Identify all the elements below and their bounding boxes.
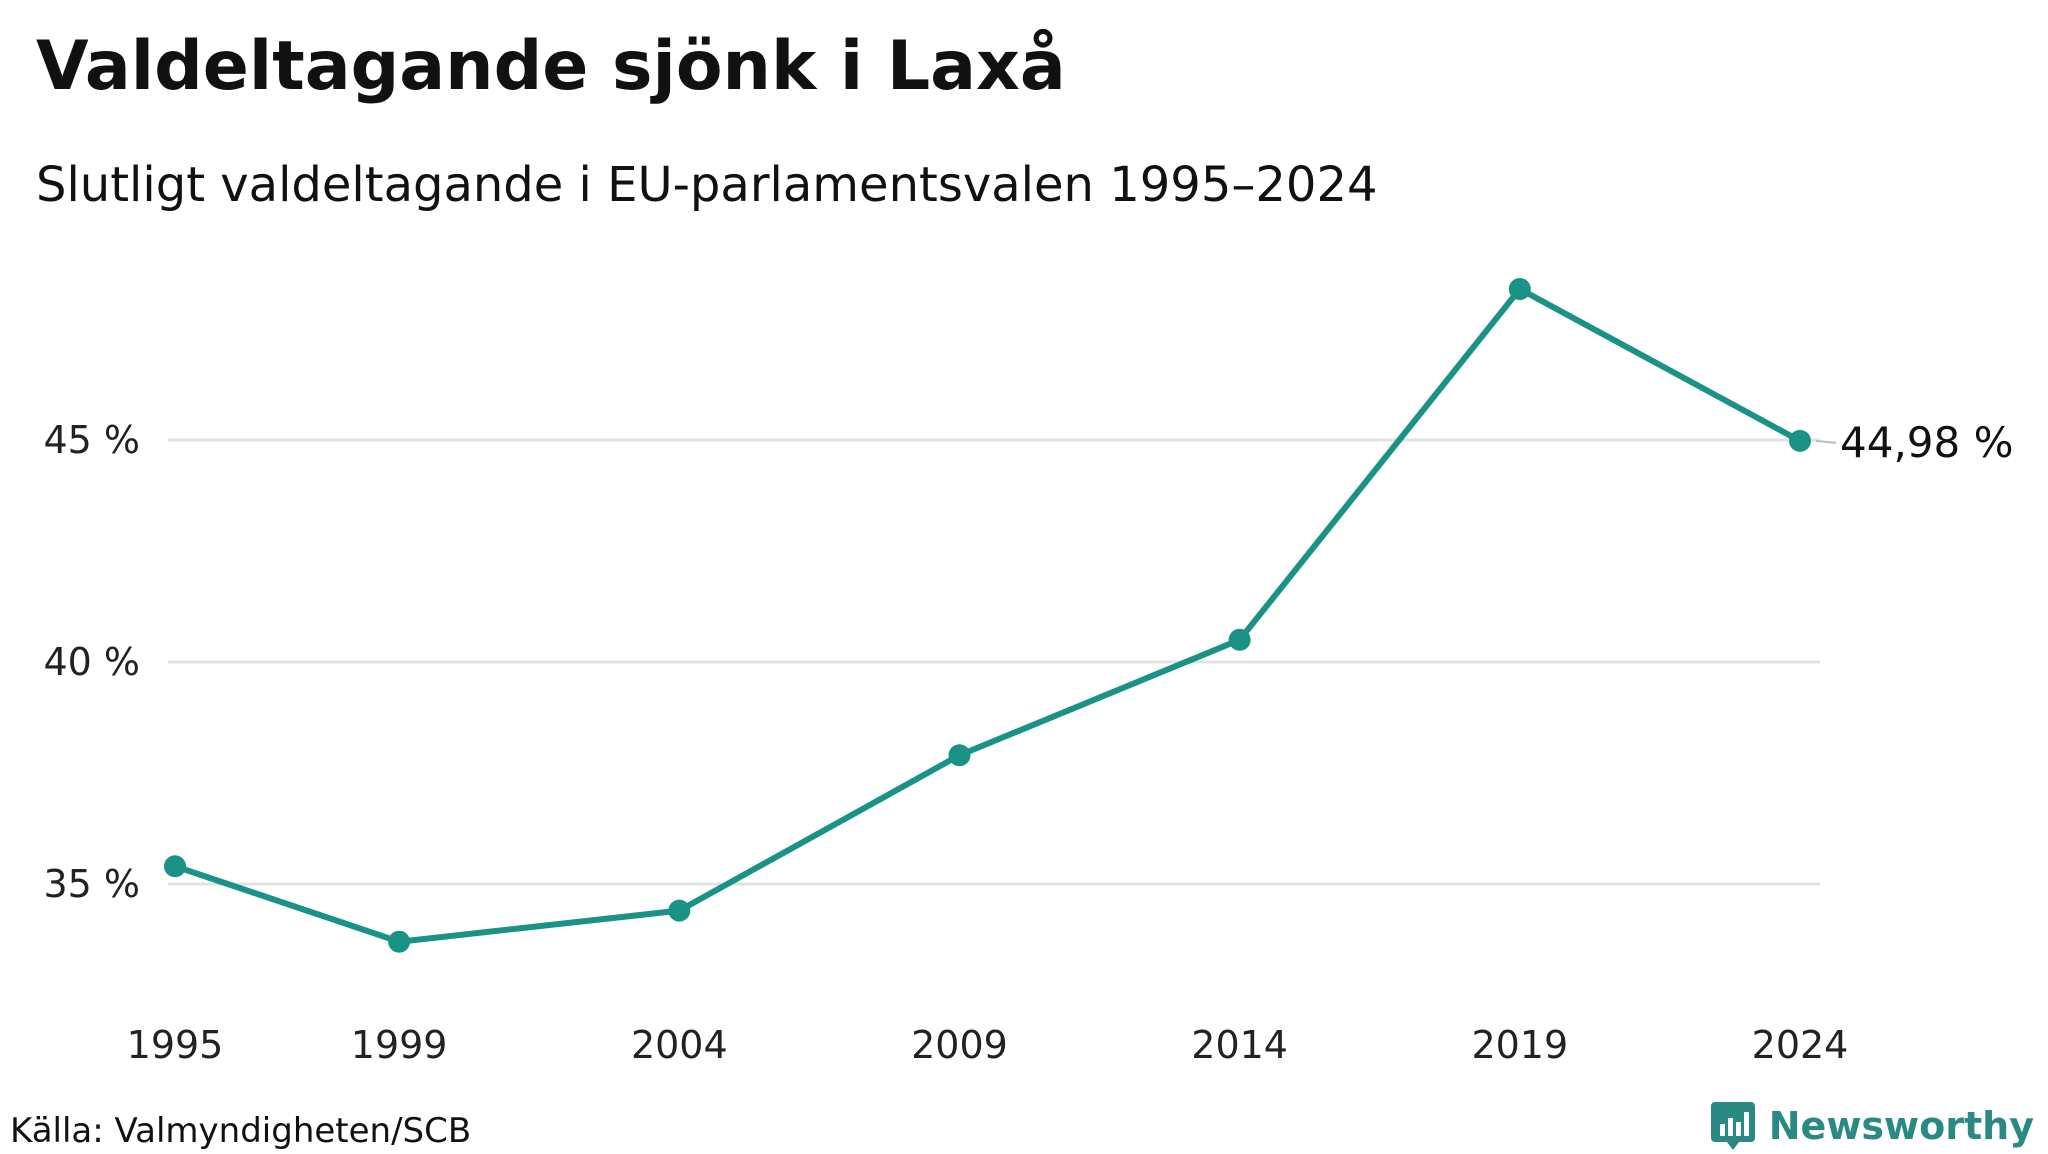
end-annotation: 44,98 % (1815, 418, 2014, 467)
series-group (164, 278, 1811, 953)
data-point-2024 (1789, 429, 1811, 452)
newsworthy-logo-icon (1710, 1102, 1755, 1150)
gridlines (168, 438, 1820, 886)
x-tick-label-1995: 1995 (127, 1023, 224, 1067)
x-tick-label-2004: 2004 (631, 1023, 728, 1067)
data-point-1995 (164, 855, 186, 878)
x-tick-label-2024: 2024 (1752, 1023, 1849, 1067)
x-tick-label-2009: 2009 (911, 1023, 1008, 1067)
source-note: Källa: Valmyndigheten/SCB (10, 1111, 472, 1151)
data-point-1999 (388, 930, 411, 953)
series-line-0 (172, 286, 1803, 945)
x-tick-label-1999: 1999 (351, 1023, 448, 1067)
data-point-2009 (948, 744, 971, 767)
y-tick-label-40: 40 % (43, 640, 140, 684)
y-axis-tick-labels: 35 % 40 % 45 % (43, 418, 140, 906)
data-point-2014 (1228, 628, 1251, 651)
brand-logo: Newsworthy (1710, 1100, 2034, 1152)
brand-name: Newsworthy (1768, 1104, 2034, 1148)
y-tick-label-45: 45 % (43, 418, 140, 462)
x-tick-label-2019: 2019 (1471, 1023, 1568, 1067)
x-tick-label-2014: 2014 (1191, 1023, 1288, 1067)
data-point-2019 (1508, 278, 1531, 301)
chart-subtitle: Slutligt valdeltagande i EU-parlamentsva… (36, 157, 1378, 213)
end-label-leader (1815, 439, 1837, 444)
chart-title: Valdeltagande sjönk i Laxå (36, 27, 1066, 106)
line-chart: 35 % 40 % 45 % 1995 1999 2004 2009 2014 2019 202… (43, 278, 2014, 1067)
y-tick-label-35: 35 % (43, 862, 140, 906)
x-axis-tick-labels: 1995 1999 2004 2009 2014 2019 2024 (127, 1023, 1849, 1067)
data-point-2004 (668, 899, 691, 922)
end-value-label: 44,98 % (1840, 418, 2014, 467)
